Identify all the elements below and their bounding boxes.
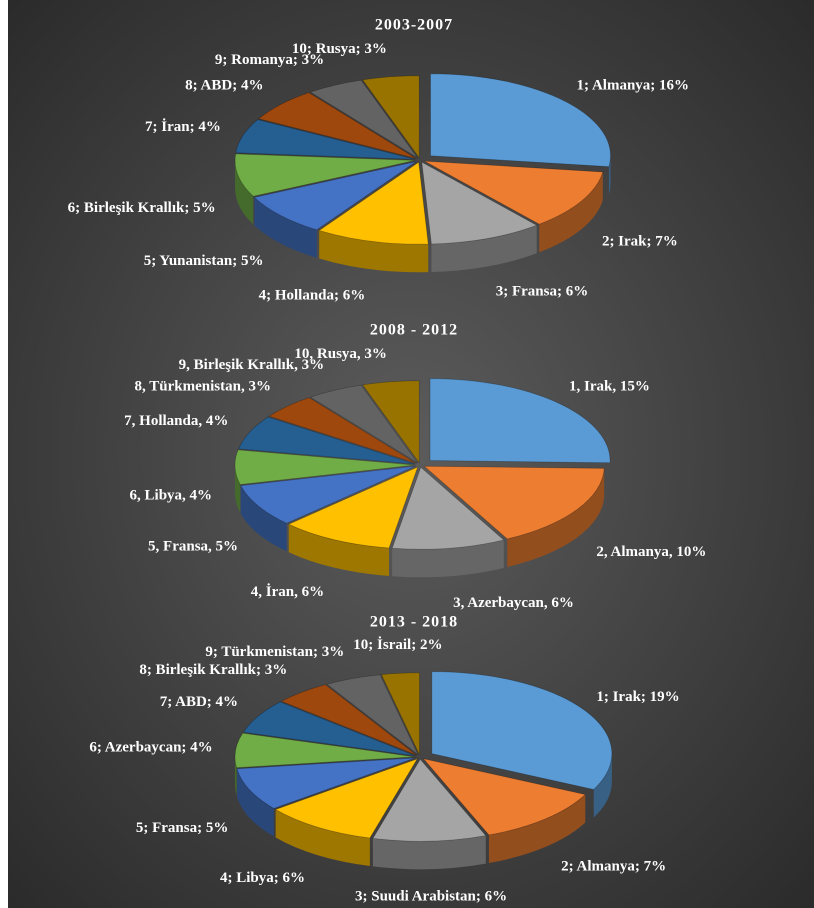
slice-label: 3; Fransa; 6%	[496, 284, 588, 300]
slice	[380, 672, 420, 755]
slice-side	[507, 468, 605, 567]
slice-label: 2; Almanya; 7%	[561, 859, 666, 875]
slice-label: 5, Fransa, 5%	[148, 539, 238, 555]
slice	[268, 397, 417, 464]
slice	[325, 674, 419, 756]
slice-side	[288, 524, 390, 576]
slice-side	[240, 485, 287, 552]
slice	[391, 466, 505, 550]
slice-label: 8; ABD; 4%	[185, 78, 263, 94]
slice-label: 10; İsrail; 2%	[353, 636, 442, 653]
slice	[361, 380, 420, 464]
slice-side	[235, 465, 241, 513]
slice	[361, 75, 420, 159]
chart-title: 2008 - 2012	[370, 322, 458, 339]
slice-tops	[234, 73, 611, 245]
slice-label: 8, Türkmenistan, 3%	[135, 378, 271, 394]
slice-side	[392, 540, 504, 578]
slice	[234, 449, 416, 485]
slice-label: 7, Hollanda, 4%	[124, 413, 228, 429]
slice-label: 5; Fransa; 5%	[136, 820, 229, 836]
slice	[429, 378, 611, 464]
slice-label: 1, Irak, 15%	[569, 378, 650, 394]
slice	[422, 758, 587, 836]
slice-side	[235, 160, 254, 225]
slice-side	[372, 835, 486, 870]
slice-label: 9; Romanya; 3%	[215, 52, 324, 68]
slice-label: 7; ABD; 4%	[160, 694, 238, 710]
slice-sides	[235, 155, 611, 273]
slice-label: 9, Birleşik Krallık, 3%	[179, 357, 324, 373]
slice	[431, 671, 613, 790]
slice	[240, 465, 416, 524]
slice-tops	[234, 378, 611, 550]
slice-sides	[235, 753, 612, 870]
slice-label: 10; Rusya; 3%	[292, 41, 387, 57]
slice	[234, 732, 416, 769]
slice-side	[431, 225, 537, 273]
slice-side	[608, 155, 611, 195]
slice	[372, 758, 487, 842]
slice	[242, 701, 416, 757]
slice	[236, 757, 416, 809]
slice-side	[319, 230, 429, 273]
slice	[424, 160, 604, 225]
slice	[234, 153, 416, 197]
slice-label: 5; Yunanistan; 5%	[144, 253, 264, 269]
slice-label: 4; Hollanda; 6%	[259, 287, 366, 303]
slice	[287, 466, 419, 549]
slice-label: 4; Libya; 6%	[220, 870, 305, 886]
slice-side	[539, 171, 603, 253]
slice	[423, 465, 605, 540]
slice-sides	[235, 460, 611, 578]
chart-title: 2003-2007	[375, 17, 453, 34]
slice	[253, 161, 417, 231]
slice-label: 6; Birleşik Krallık; 5%	[68, 200, 216, 216]
slice-label: 9; Türkmenistan; 3%	[205, 644, 344, 660]
slice-label: 6, Libya, 4%	[130, 487, 213, 503]
slice-side	[236, 768, 274, 837]
slice-label: 1; Irak; 19%	[596, 689, 679, 705]
slice	[235, 119, 416, 160]
slice	[421, 161, 538, 245]
slice-label: 2, Almanya, 10%	[596, 544, 706, 560]
slice	[318, 161, 429, 245]
slice-side	[254, 197, 317, 258]
slice-label: 6; Azerbaycan; 4%	[89, 740, 212, 756]
slice	[257, 92, 417, 159]
slice-side	[235, 756, 237, 796]
chart-title: 2013 - 2018	[370, 614, 458, 631]
slice-label: 7; İran; 4%	[145, 118, 221, 135]
slice-side	[488, 794, 586, 864]
slice-label: 2; Irak; 7%	[602, 234, 678, 250]
slice	[430, 73, 611, 168]
slice-label: 4, İran, 6%	[251, 583, 324, 600]
slice	[309, 384, 419, 464]
slice	[237, 416, 416, 465]
slice-label: 3, Azerbaycan, 6%	[453, 595, 574, 611]
slice-tops	[234, 671, 613, 842]
slice-label: 8; Birleşik Krallık; 3%	[139, 662, 287, 678]
slice	[280, 684, 418, 756]
slice-label: 1; Almanya; 16%	[577, 78, 690, 94]
slice-label: 10, Rusya, 3%	[294, 346, 387, 362]
slice-side	[275, 809, 370, 867]
slice-label: 3; Suudi Arabistan; 6%	[355, 888, 507, 904]
slice	[309, 79, 419, 159]
slice	[274, 758, 419, 839]
slice-side	[593, 753, 612, 818]
